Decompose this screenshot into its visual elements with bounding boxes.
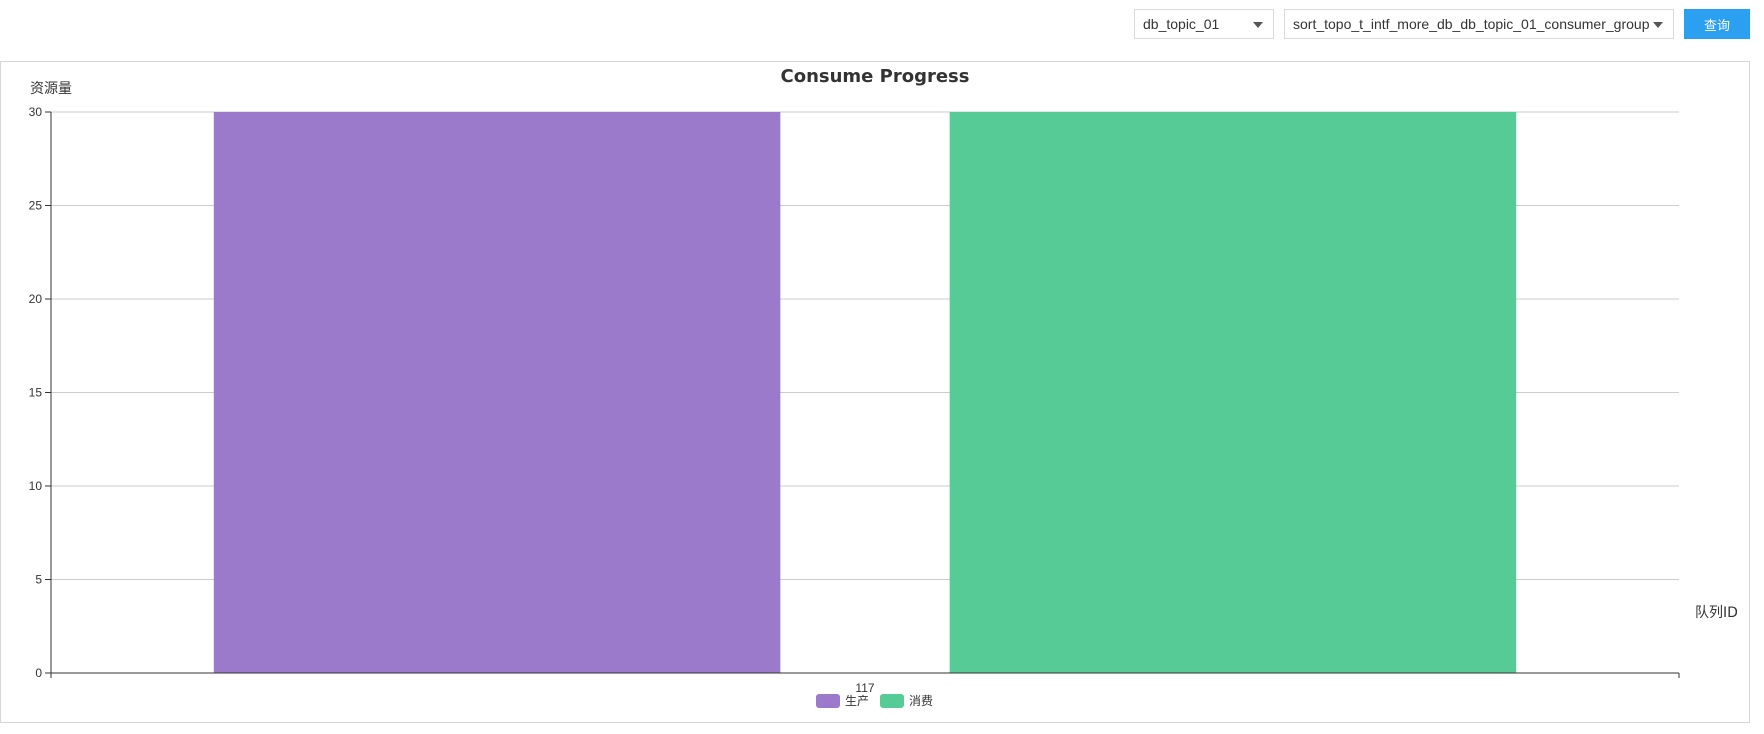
toolbar: db_topic_01 sort_topo_t_intf_more_db_db_…: [0, 9, 1764, 41]
consumer-group-select-value: sort_topo_t_intf_more_db_db_topic_01_con…: [1293, 16, 1650, 32]
y-tick-label: 15: [29, 386, 43, 400]
y-tick-label: 30: [29, 105, 43, 119]
y-axis-label: 资源量: [30, 81, 72, 97]
legend-swatch[interactable]: [880, 694, 904, 708]
bar-consume[interactable]: [949, 112, 1517, 673]
query-button[interactable]: 查询: [1684, 9, 1750, 39]
topic-select-value: db_topic_01: [1143, 16, 1220, 32]
axes: [45, 111, 1680, 678]
topic-select[interactable]: db_topic_01: [1134, 9, 1274, 39]
chart-title: Consume Progress: [781, 66, 970, 87]
chart-panel: Consume Progress 资源量 队列ID 0 5 10 15 20 25 30 11…: [0, 61, 1750, 723]
x-tick-label: 117: [855, 681, 874, 695]
consumer-group-select[interactable]: sort_topo_t_intf_more_db_db_topic_01_con…: [1284, 9, 1674, 39]
y-tick-label: 25: [29, 199, 43, 213]
bars: [213, 112, 1517, 673]
y-tick-label: 0: [35, 666, 42, 680]
chevron-down-icon: [1253, 22, 1263, 28]
legend-swatch[interactable]: [816, 694, 840, 708]
legend-label[interactable]: 生产: [845, 694, 869, 708]
y-tick-label: 5: [35, 573, 42, 587]
y-tick-label: 20: [29, 292, 43, 306]
y-tick-label: 10: [29, 479, 43, 493]
bar-produce[interactable]: [213, 112, 781, 673]
legend: 生产 消费: [816, 694, 933, 708]
tick-labels: 0 5 10 15 20 25 30 117: [29, 105, 875, 695]
legend-label[interactable]: 消费: [909, 694, 933, 708]
chevron-down-icon: [1653, 22, 1663, 28]
x-axis-label: 队列ID: [1695, 605, 1738, 621]
consume-progress-chart: Consume Progress 资源量 队列ID 0 5 10 15 20 25 30 11…: [29, 66, 1738, 708]
